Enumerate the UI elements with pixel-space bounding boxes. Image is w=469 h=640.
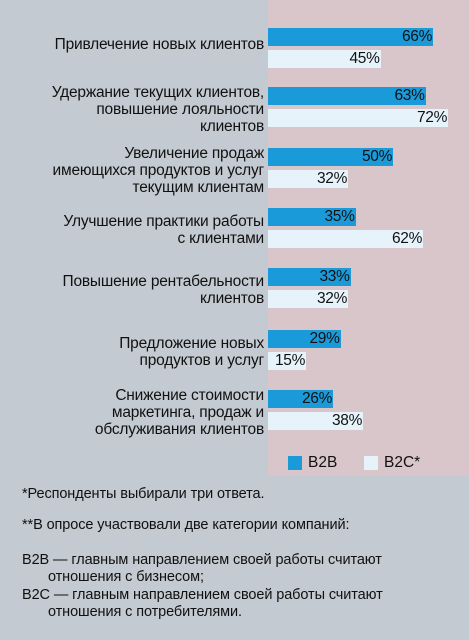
value-label-b2b: 63% (394, 87, 425, 104)
value-label-b2c: 45% (349, 50, 380, 67)
category-label-line: повышение лояльности (96, 100, 264, 118)
category-label-line: Снижение стоимости (115, 386, 264, 404)
value-label-b2b: 33% (319, 268, 350, 285)
bar-b2b (268, 28, 433, 46)
category-label-line: с клиентами (177, 230, 264, 247)
bar-b2b (268, 390, 333, 408)
category-label-line: Привлечение новых клиентов (54, 36, 265, 53)
category-label: Предложение новых продуктов и услуг (4, 335, 264, 369)
category-label: Увеличение продаж имеющихся продуктов и у… (4, 144, 265, 196)
value-label-b2b: 29% (309, 330, 340, 347)
category-label: Удержание текущих клиентов, повышение лоя… (4, 84, 264, 135)
category-label: Снижение стоимости маркетинга, продаж и об… (4, 387, 264, 438)
category-label: Повышение рентабельности клиентов (4, 273, 265, 307)
category-label-line: клиентов (199, 117, 264, 135)
note-b2c-line2: отношения с потребителями. (48, 604, 242, 620)
bar-b2b (268, 148, 393, 166)
category-label-line: маркетинга, продаж и (111, 403, 264, 421)
category-label: Привлечение новых клиентов (4, 36, 265, 53)
legend-label-b2c: B2C* (384, 454, 421, 471)
bar-b2c (268, 109, 448, 127)
bar-b2c (268, 50, 381, 68)
note-b2c-line1: B2C — главным направлением своей работы … (22, 587, 383, 603)
value-label-b2c: 32% (316, 290, 348, 307)
bar-b2c (268, 170, 348, 188)
legend-label-b2b: B2B (308, 454, 338, 471)
category-label-line: клиентов (199, 290, 264, 307)
note-b2b-line1: B2B — главным направлением своей работы … (22, 552, 382, 568)
bar-b2c (268, 412, 363, 430)
value-label-b2b: 35% (324, 208, 355, 225)
value-label-b2c: 15% (274, 352, 306, 369)
note-b2b-line2: отношения с бизнесом; (48, 569, 204, 585)
bar-b2c (268, 352, 306, 370)
bar-b2b (268, 208, 356, 226)
value-label-b2b: 26% (301, 390, 333, 407)
category-label-line: текущим клиентам (132, 178, 265, 196)
category-label-line: Удержание текущих клиентов, (51, 83, 264, 101)
value-label-b2c: 32% (316, 170, 348, 187)
category-label-line: обслуживания клиентов (94, 420, 264, 438)
category-label: Улучшение практики работы с клиентами (4, 213, 264, 247)
bar-b2b (268, 268, 351, 286)
category-label-line: Улучшение практики работы (63, 213, 264, 230)
value-label-b2c: 62% (391, 230, 423, 247)
category-label-line: продуктов и услуг (139, 352, 265, 369)
category-label-line: имеющихся продуктов и услуг (52, 161, 265, 179)
bar-b2b (268, 330, 341, 348)
legend-swatch-b2c (364, 456, 378, 470)
left-panel (0, 0, 268, 476)
category-label-line: Увеличение продаж (124, 144, 264, 162)
value-label-b2b: 50% (361, 148, 393, 165)
bar-b2b (268, 87, 426, 105)
bar-b2c (268, 230, 423, 248)
footnote-2: **В опросе участвовали две категории ком… (22, 517, 350, 533)
bar-b2c (268, 290, 348, 308)
category-label-line: Предложение новых (119, 335, 264, 352)
value-label-b2b: 66% (401, 28, 433, 45)
legend-swatch-b2b (288, 456, 302, 470)
value-label-b2c: 38% (331, 412, 363, 429)
footnote-1: *Респонденты выбирали три ответа. (22, 486, 265, 502)
category-label-line: Повышение рентабельности (62, 273, 265, 290)
value-label-b2c: 72% (416, 109, 448, 126)
notes-panel (0, 476, 469, 640)
